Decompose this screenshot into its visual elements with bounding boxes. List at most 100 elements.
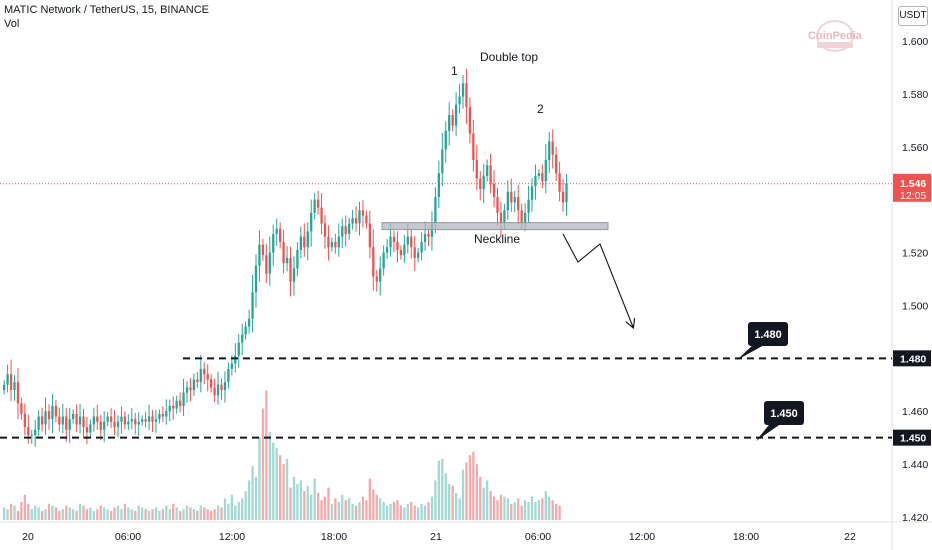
volume-bar [558, 505, 561, 520]
volume-bar [279, 455, 282, 520]
candle-body [513, 197, 516, 203]
neckline-label: Neckline [474, 232, 520, 246]
y-tick-label: 1.560 [902, 142, 928, 154]
candle-body [116, 421, 120, 428]
volume-bar [47, 503, 51, 520]
volume-bar [372, 489, 375, 520]
volume-bar [185, 505, 189, 520]
candle-body [182, 392, 185, 406]
volume-bar [434, 480, 437, 520]
candle-body [472, 133, 475, 160]
volume-bar [423, 505, 427, 520]
candle [544, 144, 547, 194]
volume-bar [220, 507, 223, 520]
candle-body [368, 223, 371, 248]
candle [361, 200, 365, 228]
candle-body [534, 175, 537, 187]
candle-body [361, 210, 365, 216]
candle-body [454, 104, 458, 126]
volume-bar [23, 494, 26, 520]
candle [303, 223, 306, 257]
candle [420, 232, 423, 261]
candle [282, 229, 285, 274]
candle-body [282, 241, 285, 264]
candle [486, 159, 489, 182]
level-tag-pointer [737, 342, 766, 360]
candle-body [444, 130, 447, 150]
volume-bar [413, 505, 416, 520]
candle [113, 409, 116, 436]
candle-body [341, 226, 344, 237]
volume-bar [482, 487, 485, 520]
candle [220, 378, 223, 401]
candle [223, 371, 227, 403]
candle-body [406, 236, 409, 245]
candle-body [527, 199, 530, 213]
volume-bar [199, 505, 202, 520]
volume-bar [496, 500, 499, 520]
volume-bar [275, 448, 278, 520]
candle [72, 409, 75, 424]
candle-body [417, 252, 420, 258]
candle [58, 407, 61, 432]
volume-indicator-label[interactable]: Vol [4, 18, 20, 30]
volume-bar [127, 507, 130, 520]
candle [40, 407, 44, 432]
candle [506, 180, 509, 220]
candle [137, 412, 140, 436]
candle [189, 378, 192, 402]
volume-bar [68, 507, 71, 520]
candle [465, 68, 468, 124]
candle-body [213, 387, 216, 396]
volume-bar [65, 505, 68, 520]
candle [555, 146, 558, 182]
candle [237, 334, 240, 368]
volume-bar [165, 505, 168, 520]
currency-button[interactable]: USDT [898, 6, 928, 26]
volume-bar [141, 507, 144, 520]
symbol-title[interactable]: MATIC Network / TetherUS, 15, BINANCE [4, 4, 209, 16]
volume-bar [451, 485, 454, 520]
volume-bar [368, 478, 371, 520]
candle-body [130, 419, 133, 422]
candle-body [189, 387, 192, 391]
candle [37, 410, 40, 437]
candle-body [251, 292, 254, 319]
current-price-badge [893, 173, 931, 202]
volume-bar [144, 509, 147, 520]
candle [296, 242, 299, 277]
candle [206, 364, 209, 392]
candle-body [3, 384, 6, 391]
volume-bar [396, 500, 399, 520]
volume-bar [196, 511, 199, 520]
volume-bar [503, 496, 506, 520]
candle [75, 404, 78, 433]
candle-body [44, 411, 47, 425]
candle-body [16, 382, 20, 404]
candle-body [234, 355, 237, 364]
candle [385, 239, 389, 259]
volume-bar [330, 503, 334, 520]
candle [265, 243, 268, 284]
candle [530, 178, 534, 212]
volume-bar [203, 507, 206, 520]
volume-bar [40, 511, 44, 520]
candle [396, 231, 399, 263]
volume-bar [206, 509, 209, 520]
candle-body [210, 379, 213, 388]
x-tick-label: 22 [844, 531, 856, 543]
candle [489, 153, 492, 194]
candle [372, 229, 375, 291]
volume-bar [465, 462, 468, 520]
candle-body [99, 421, 102, 430]
candle-body [372, 247, 375, 277]
volume-bar [158, 511, 161, 520]
candle-body [223, 382, 227, 391]
volume-bar [20, 502, 23, 520]
candle [368, 210, 371, 259]
candle [306, 222, 309, 260]
volume-bar [175, 507, 178, 520]
candle-body [220, 384, 223, 391]
candle [358, 201, 361, 236]
